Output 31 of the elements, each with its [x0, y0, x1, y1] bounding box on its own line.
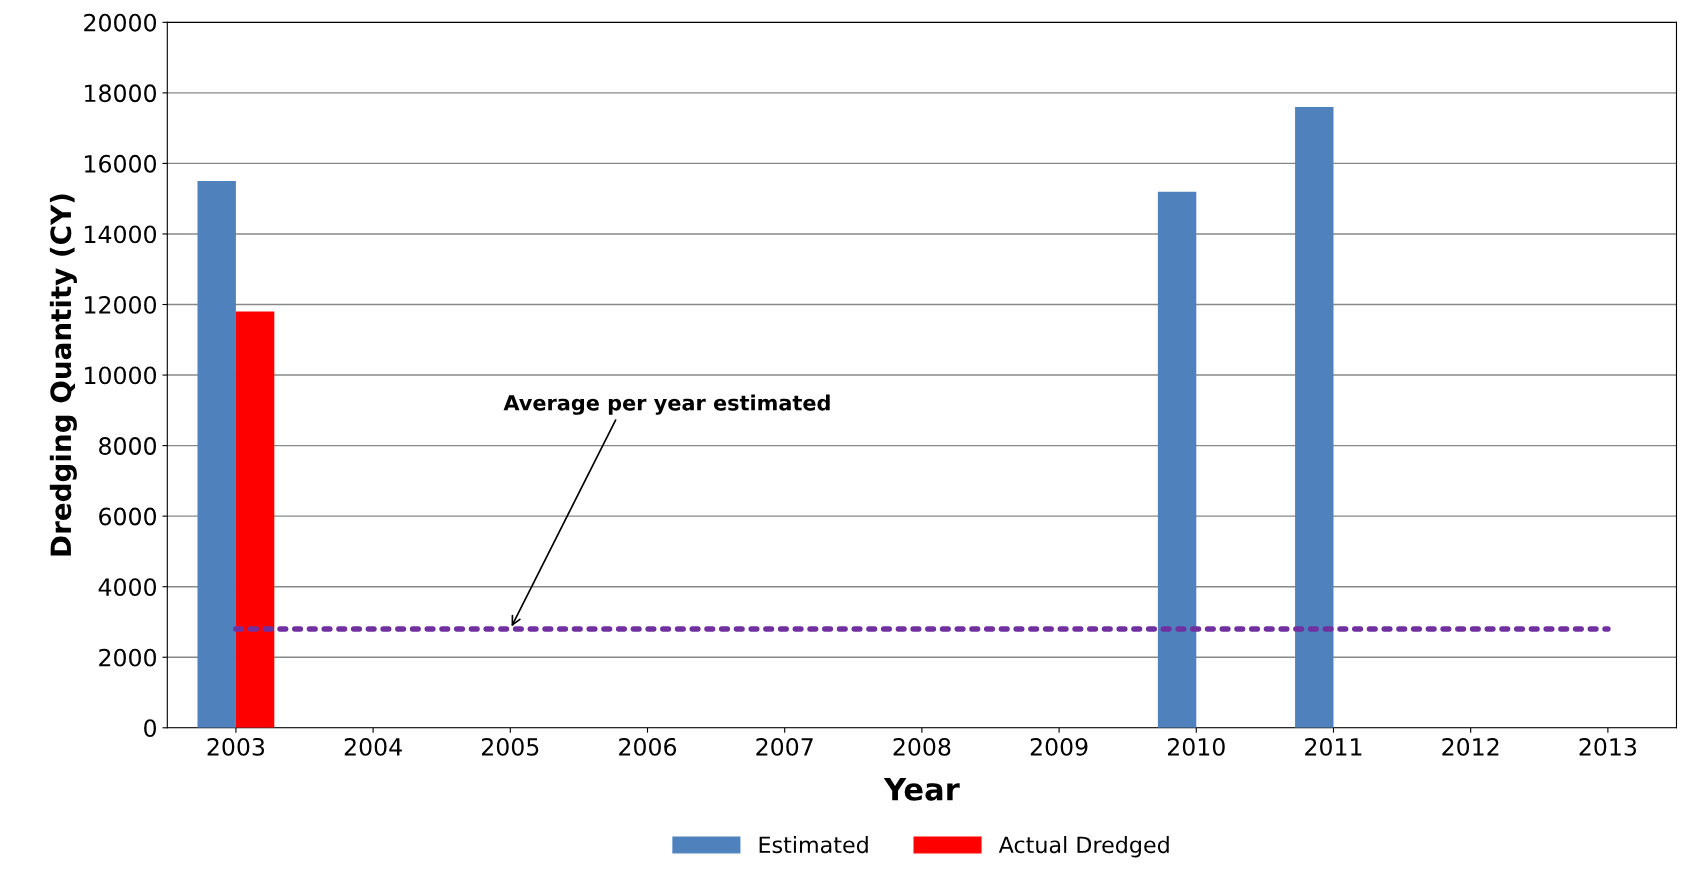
y-tick-label: 14000	[85, 225, 157, 244]
x-tick-label: 2010	[1167, 737, 1225, 756]
y-axis-title: Dredging Quantity (CY)	[49, 194, 77, 556]
x-tick-label: 2009	[1030, 737, 1088, 756]
x-tick-label: 2013	[1579, 737, 1637, 756]
y-tick-label: 0	[144, 719, 157, 738]
bar	[235, 311, 275, 728]
legend-label: Estimated	[759, 835, 868, 854]
y-tick-label: 20000	[84, 13, 157, 32]
y-tick-label: 12000	[85, 295, 157, 314]
y-tick-label: 18000	[85, 84, 157, 103]
bar	[197, 181, 236, 728]
legend-label: Actual Dredged	[998, 835, 1169, 858]
x-tick-label: 2004	[344, 737, 402, 756]
x-tick-label: 2008	[893, 737, 951, 756]
annotation: Average per year estimated	[503, 394, 830, 415]
x-tick-label: 2011	[1305, 737, 1362, 756]
x-axis-title: Year	[883, 777, 960, 801]
x-tick-label: 2012	[1442, 737, 1499, 756]
bar	[1295, 106, 1334, 728]
x-tick-label: 2005	[481, 737, 539, 756]
x-tick-label: 2006	[619, 737, 677, 756]
y-tick-label: 4000	[98, 578, 157, 597]
x-tick-label: 2007	[756, 737, 813, 756]
y-tick-label: 6000	[99, 507, 157, 526]
x-tick-label: 2003	[207, 737, 265, 756]
y-tick-label: 8000	[99, 437, 157, 455]
bar	[1157, 191, 1197, 728]
y-tick-label: 2000	[99, 648, 157, 667]
y-tick-label: 10000	[85, 366, 157, 385]
y-tick-label: 16000	[85, 154, 157, 173]
